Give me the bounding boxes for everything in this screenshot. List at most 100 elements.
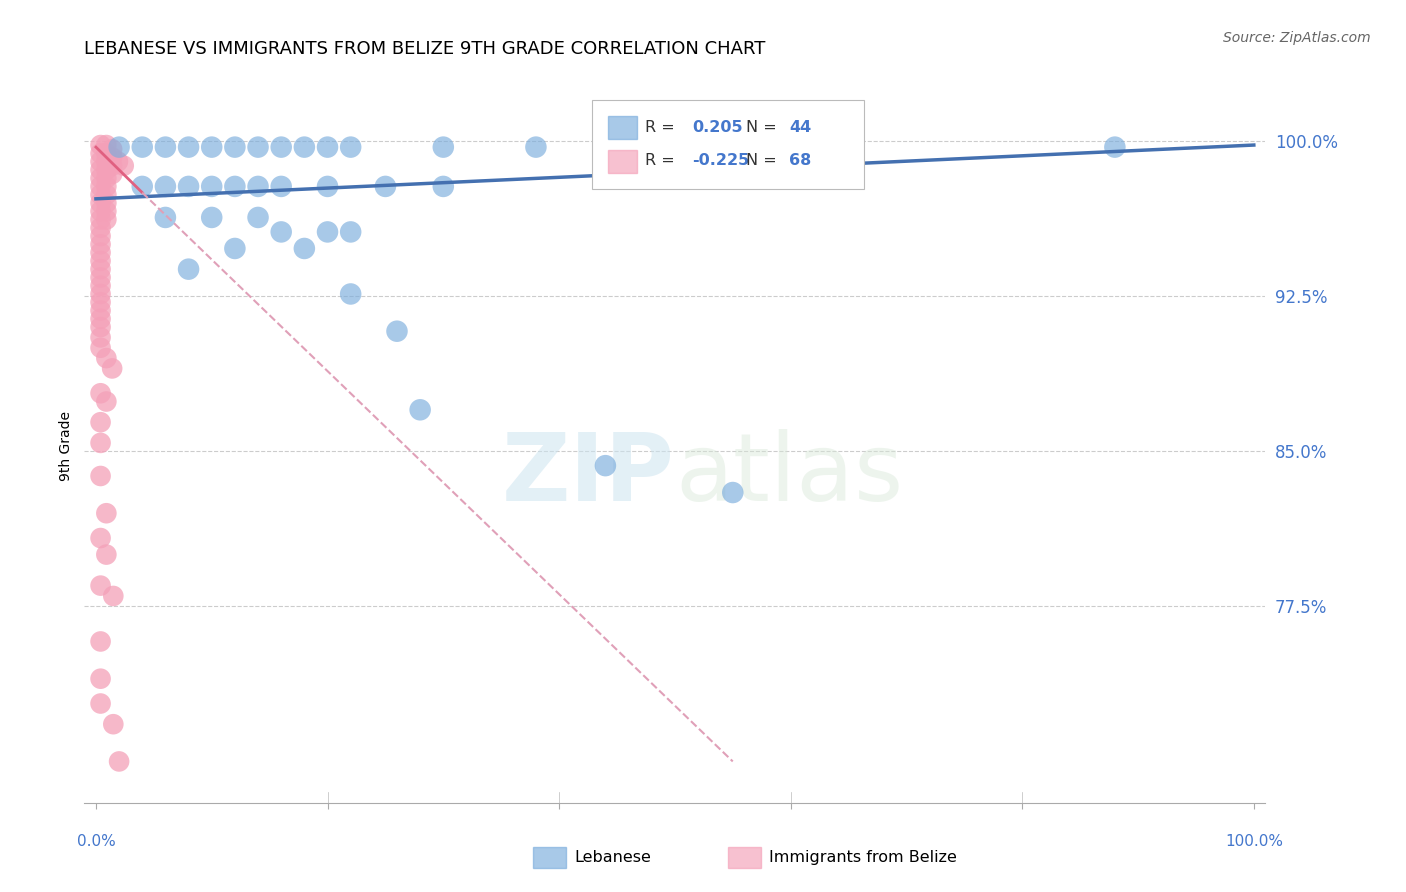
Point (432, 140, 454, 154)
Point (779, 140, 801, 154)
Point (247, 140, 270, 154)
Point (90, 287, 112, 301)
Point (90, 237, 112, 252)
Point (316, 140, 339, 154)
Point (90, 311, 112, 326)
Point (90, 436, 112, 450)
Point (90, 330, 112, 344)
Point (339, 287, 361, 301)
Point (524, 140, 547, 154)
Point (90, 187, 112, 202)
Point (595, 458, 617, 473)
Point (96, 146, 118, 161)
Point (224, 242, 246, 256)
Point (96, 548, 118, 562)
Point (90, 245, 112, 260)
Text: Immigrants from Belize: Immigrants from Belize (769, 850, 957, 865)
Point (224, 179, 246, 194)
Point (96, 196, 118, 211)
Text: R =: R = (645, 153, 681, 168)
Point (96, 187, 118, 202)
Point (101, 167, 124, 181)
Point (224, 140, 246, 154)
Point (155, 140, 177, 154)
Point (316, 179, 339, 194)
Point (409, 402, 432, 417)
Text: 0.205: 0.205 (693, 120, 744, 135)
Text: Lebanese: Lebanese (575, 850, 651, 865)
Bar (728, 847, 761, 869)
Point (96, 212, 118, 227)
Point (90, 531, 112, 545)
Point (101, 159, 124, 173)
Point (1104, 140, 1126, 154)
Point (90, 253, 112, 268)
Point (101, 142, 124, 156)
Point (112, 159, 135, 173)
Point (374, 179, 396, 194)
Point (131, 179, 153, 194)
Point (90, 212, 112, 227)
Point (90, 270, 112, 285)
Point (201, 140, 224, 154)
Point (96, 204, 118, 219)
Point (177, 179, 200, 194)
Point (247, 179, 270, 194)
Point (90, 303, 112, 318)
Text: ZIP: ZIP (502, 428, 675, 521)
Point (90, 154, 112, 169)
Point (90, 146, 112, 161)
Point (90, 579, 112, 593)
Point (339, 225, 361, 239)
Point (131, 140, 153, 154)
Text: atlas: atlas (675, 428, 903, 521)
Point (90, 196, 112, 211)
Point (96, 351, 118, 365)
Point (432, 179, 454, 194)
Text: 0.0%: 0.0% (76, 834, 115, 849)
Point (90, 672, 112, 686)
Bar (607, 150, 637, 173)
Point (90, 469, 112, 483)
Point (90, 415, 112, 429)
Point (108, 140, 131, 154)
Point (721, 485, 744, 500)
Point (90, 386, 112, 401)
Point (270, 179, 292, 194)
Point (90, 697, 112, 711)
Point (90, 179, 112, 194)
Point (270, 140, 292, 154)
FancyBboxPatch shape (592, 100, 863, 189)
Point (90, 220, 112, 235)
Point (664, 140, 686, 154)
Text: R =: R = (645, 120, 681, 135)
Text: 44: 44 (789, 120, 811, 135)
Point (90, 138, 112, 153)
Point (292, 140, 315, 154)
Point (270, 225, 292, 239)
Point (107, 154, 129, 169)
Point (247, 211, 270, 225)
Point (155, 211, 177, 225)
Point (90, 341, 112, 355)
Point (90, 262, 112, 277)
Point (90, 295, 112, 310)
Bar (607, 116, 637, 139)
Text: Source: ZipAtlas.com: Source: ZipAtlas.com (1223, 31, 1371, 45)
Point (90, 278, 112, 293)
Point (201, 179, 224, 194)
Point (103, 717, 125, 731)
Point (385, 324, 408, 338)
Text: 100.0%: 100.0% (1225, 834, 1282, 849)
Point (101, 151, 124, 165)
Point (96, 171, 118, 186)
Point (90, 634, 112, 648)
Point (292, 242, 315, 256)
Point (96, 162, 118, 177)
Point (103, 589, 125, 603)
Point (177, 262, 200, 277)
Text: -0.225: -0.225 (693, 153, 749, 168)
Point (96, 138, 118, 153)
Y-axis label: 9th Grade: 9th Grade (59, 411, 73, 481)
Text: 68: 68 (789, 153, 811, 168)
